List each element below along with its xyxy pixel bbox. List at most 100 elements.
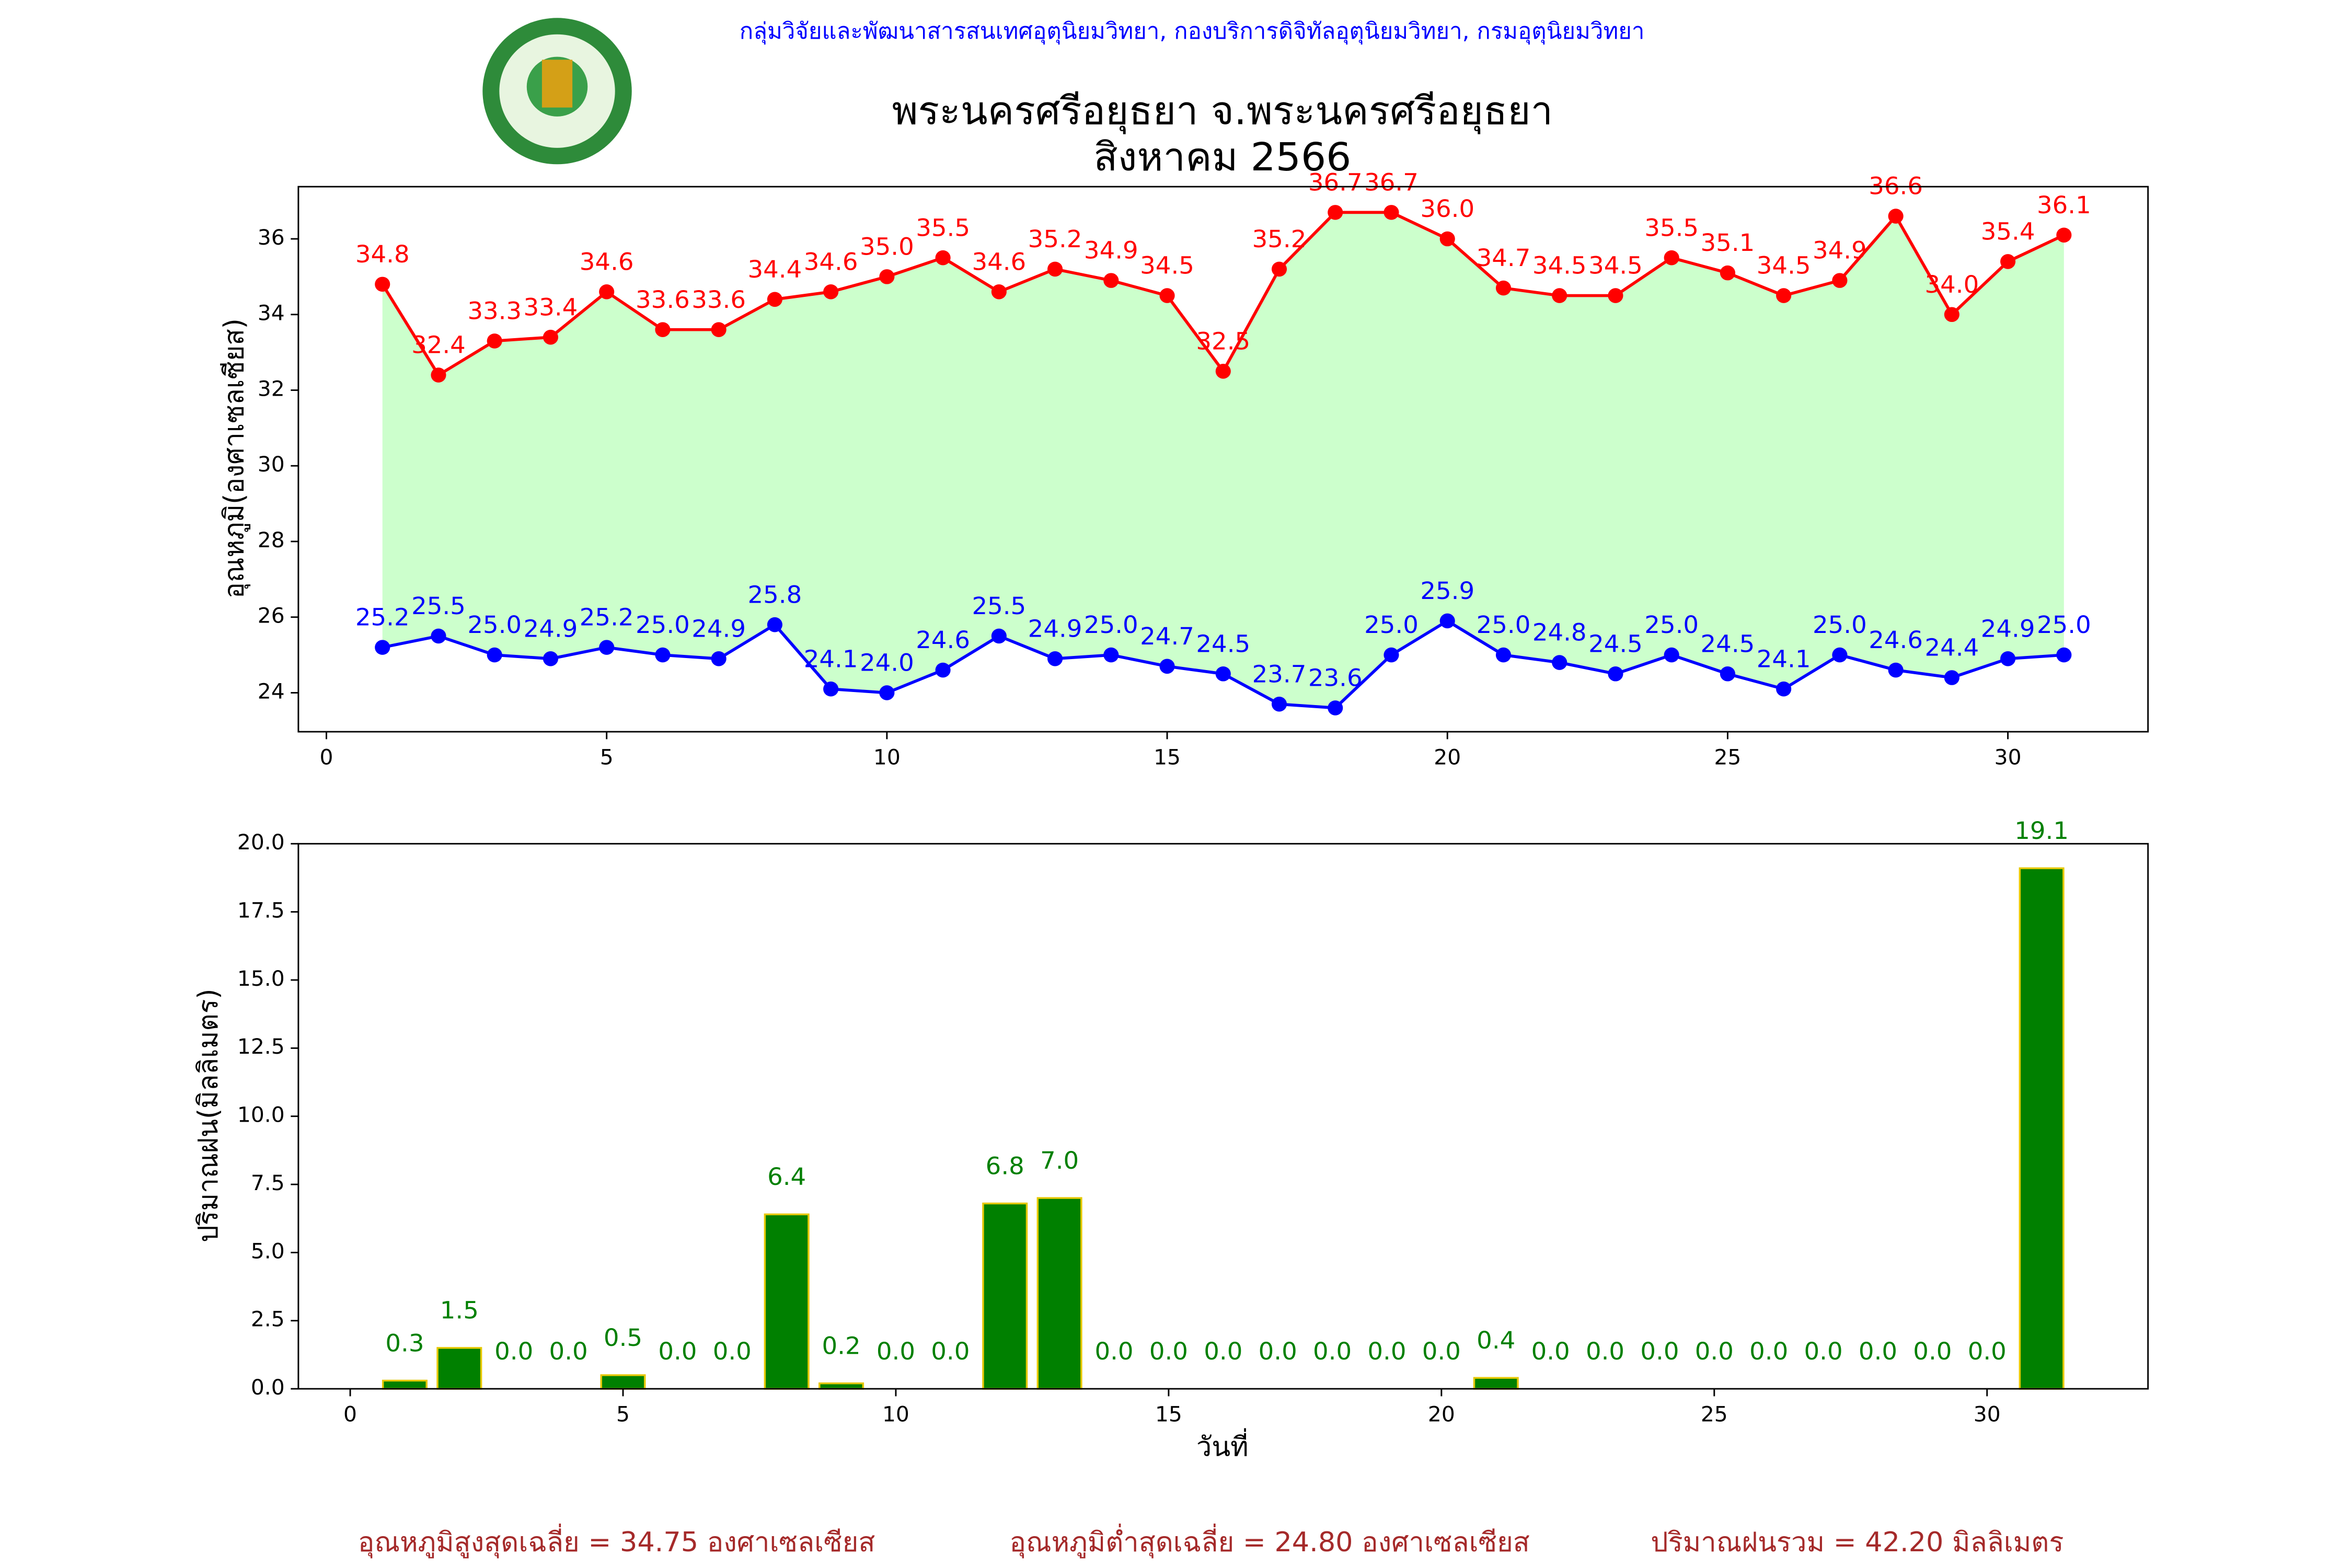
data-label: 33.3	[467, 297, 522, 325]
point	[655, 647, 671, 663]
y-tick-label: 0.0	[251, 1375, 285, 1400]
data-label: 35.4	[1981, 217, 2035, 245]
data-label: 0.0	[931, 1337, 970, 1365]
data-label: 34.4	[748, 255, 802, 283]
data-label: 25.0	[1477, 611, 1531, 639]
point	[1608, 666, 1623, 682]
data-label: 35.5	[916, 214, 970, 241]
data-label: 0.0	[1313, 1337, 1352, 1365]
data-label: 0.0	[1367, 1337, 1406, 1365]
y-axis-label: ปริมาณฝน(มิลลิเมตร)	[193, 989, 225, 1243]
data-label: 34.0	[1924, 270, 1979, 298]
data-label: 34.5	[1532, 251, 1587, 279]
y-axis-label: อุณหภูมิ(องศาเซลเซียส)	[218, 318, 251, 598]
bar	[1473, 1377, 1519, 1390]
point	[655, 322, 671, 337]
footer-text: อุณหภูมิต่ำสุดเฉลี่ย = 24.80 องศาเซลเซีย…	[1009, 1524, 1529, 1559]
data-label: 34.5	[1140, 251, 1194, 279]
x-tick-label: 20	[1428, 1402, 1455, 1427]
y-tick-label: 26	[258, 604, 285, 628]
data-label: 24.6	[916, 626, 970, 654]
point	[1159, 288, 1175, 303]
point	[2056, 647, 2072, 663]
bar	[764, 1213, 810, 1390]
bar	[982, 1202, 1028, 1390]
x-tick-label: 0	[320, 745, 333, 770]
y-tick-label: 15.0	[237, 966, 285, 991]
x-tick-label: 5	[600, 745, 614, 770]
data-label: 24.7	[1140, 622, 1194, 650]
data-label: 25.9	[1420, 577, 1474, 604]
data-label: 0.0	[1422, 1337, 1461, 1365]
data-label: 24.4	[1924, 633, 1979, 661]
point	[1383, 647, 1399, 663]
data-label: 24.6	[1869, 626, 1923, 654]
x-tick-label: 10	[873, 745, 901, 770]
data-label: 0.0	[1913, 1337, 1952, 1365]
data-label: 35.1	[1701, 229, 1755, 257]
data-label: 0.0	[658, 1337, 697, 1365]
data-label: 24.5	[1196, 630, 1250, 658]
data-label: 34.8	[355, 240, 410, 268]
bar	[818, 1382, 864, 1390]
y-tick-label: 32	[258, 377, 285, 401]
y-tick-label: 36	[258, 225, 285, 250]
y-tick-label: 28	[258, 528, 285, 552]
point	[1832, 273, 1848, 288]
data-label: 34.5	[1757, 251, 1811, 279]
data-label: 0.0	[1531, 1337, 1570, 1365]
point	[1103, 273, 1119, 288]
point	[823, 681, 839, 697]
data-label: 36.7	[1364, 168, 1419, 196]
data-label: 0.5	[604, 1323, 642, 1351]
x-tick-label: 25	[1701, 1402, 1728, 1427]
point	[1271, 696, 1287, 712]
data-label: 32.4	[411, 331, 466, 359]
x-tick-label: 20	[1434, 745, 1461, 770]
bar	[436, 1347, 482, 1390]
point	[543, 651, 559, 666]
data-label: 6.4	[767, 1163, 806, 1191]
data-label: 0.0	[877, 1337, 915, 1365]
data-label: 25.0	[2037, 611, 2091, 639]
data-label: 33.6	[691, 285, 746, 313]
data-label: 35.2	[1252, 225, 1307, 252]
data-label: 34.9	[1084, 236, 1138, 264]
data-label: 33.4	[524, 293, 578, 321]
y-tick-label: 20.0	[237, 831, 285, 855]
point	[1047, 651, 1063, 666]
data-label: 35.0	[860, 233, 914, 260]
data-label: 24.5	[1701, 630, 1755, 658]
data-label: 25.0	[1813, 611, 1867, 639]
data-label: 0.3	[385, 1329, 424, 1357]
data-label: 24.0	[860, 649, 914, 676]
point	[487, 647, 502, 663]
data-label: 0.0	[1094, 1337, 1133, 1365]
data-label: 0.0	[1640, 1337, 1679, 1365]
data-label: 25.5	[972, 592, 1026, 619]
x-tick-label: 30	[1974, 1402, 2001, 1427]
bar	[1036, 1197, 1082, 1390]
point	[599, 284, 615, 299]
point	[1552, 288, 1567, 303]
chart-title: พระนครศรีอยุธยา จ.พระนครศรีอยุธยา	[892, 88, 1553, 134]
data-label: 36.7	[1308, 168, 1363, 196]
point	[1720, 666, 1735, 682]
data-label: 0.0	[1204, 1337, 1242, 1365]
point	[1328, 205, 1343, 220]
data-label: 25.0	[1084, 611, 1138, 639]
data-label: 24.1	[804, 645, 858, 673]
data-label: 0.0	[494, 1337, 533, 1365]
data-label: 33.6	[636, 285, 690, 313]
point	[1159, 659, 1175, 674]
point	[1776, 681, 1792, 697]
point	[1832, 647, 1848, 663]
chart-subtitle: สิงหาคม 2566	[1093, 134, 1351, 180]
x-tick-label: 30	[1994, 745, 2022, 770]
data-label: 24.9	[524, 615, 578, 642]
data-label: 25.0	[1364, 611, 1419, 639]
point	[2000, 651, 2016, 666]
x-tick-label: 15	[1155, 1402, 1182, 1427]
data-label: 0.0	[1149, 1337, 1188, 1365]
